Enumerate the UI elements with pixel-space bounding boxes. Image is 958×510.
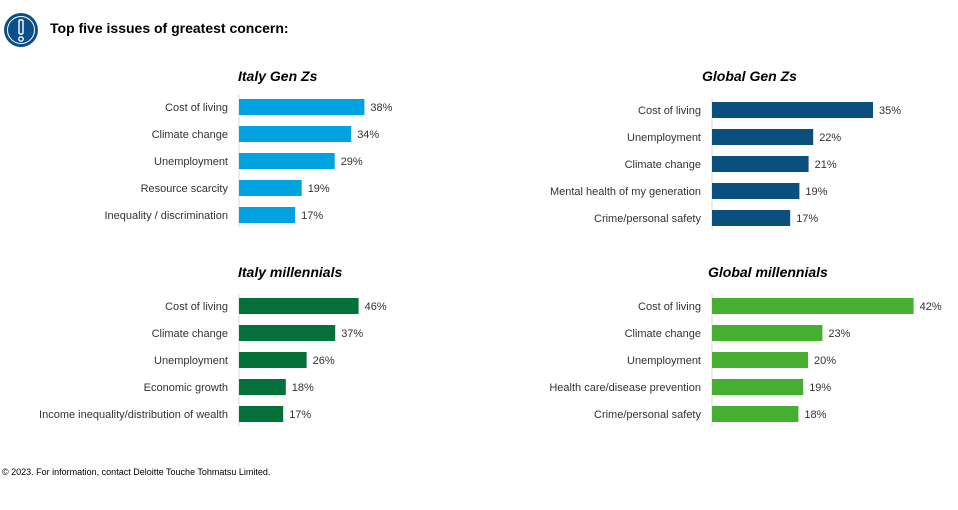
category-label: Cost of living bbox=[165, 301, 228, 313]
value-label: 18% bbox=[804, 409, 826, 421]
bar bbox=[712, 325, 823, 341]
bar bbox=[239, 180, 302, 196]
bar bbox=[712, 129, 814, 145]
category-label: Cost of living bbox=[638, 105, 701, 117]
category-label: Climate change bbox=[625, 159, 701, 171]
category-label: Economic growth bbox=[144, 382, 228, 394]
value-label: 18% bbox=[292, 382, 314, 394]
value-label: 17% bbox=[301, 210, 323, 222]
value-label: 19% bbox=[308, 183, 330, 195]
chart-title: Global millennials bbox=[708, 264, 828, 280]
bar bbox=[239, 352, 307, 368]
category-label: Health care/disease prevention bbox=[549, 382, 701, 394]
value-label: 35% bbox=[879, 105, 901, 117]
chart-title: Italy millennials bbox=[238, 264, 343, 280]
category-label: Climate change bbox=[625, 328, 701, 340]
category-label: Inequality / discrimination bbox=[104, 210, 228, 222]
category-label: Unemployment bbox=[627, 355, 701, 367]
chart-panel-italy-gen-z: Italy Gen Zs Cost of living 38% Climate ch… bbox=[0, 66, 460, 236]
category-label: Resource scarcity bbox=[141, 183, 229, 195]
bar bbox=[712, 210, 791, 226]
bar bbox=[712, 156, 809, 172]
chart-panel-italy-millennials: Italy millennials Cost of living 46% Clima… bbox=[0, 262, 460, 432]
value-label: 29% bbox=[341, 156, 363, 168]
bar bbox=[239, 298, 359, 314]
value-label: 17% bbox=[289, 409, 311, 421]
bar bbox=[239, 126, 352, 142]
bar bbox=[712, 183, 800, 199]
category-label: Unemployment bbox=[154, 355, 228, 367]
chart-plot: Cost of living 35% Unemployment 22% Climate … bbox=[550, 98, 901, 230]
chart-panel-global-gen-z: Global Gen Zs Cost of living 35% Unemploym… bbox=[472, 66, 932, 236]
chart-title: Italy Gen Zs bbox=[238, 68, 318, 84]
chart-plot: Cost of living 46% Climate change 37% Unempl… bbox=[39, 294, 387, 426]
category-label: Climate change bbox=[152, 129, 228, 141]
category-label: Crime/personal safety bbox=[594, 213, 701, 225]
chart-panel-global-millennials: Global millennials Cost of living 42% Clim… bbox=[472, 262, 942, 432]
value-label: 42% bbox=[920, 301, 942, 313]
value-label: 20% bbox=[814, 355, 836, 367]
bar bbox=[239, 406, 284, 422]
value-label: 46% bbox=[365, 301, 387, 313]
chart-title: Global Gen Zs bbox=[702, 68, 797, 84]
category-label: Cost of living bbox=[165, 102, 228, 114]
bar bbox=[712, 379, 804, 395]
value-label: 19% bbox=[805, 186, 827, 198]
bar bbox=[712, 352, 808, 368]
chart-plot: Cost of living 38% Climate change 34% Unempl… bbox=[104, 95, 393, 227]
value-label: 37% bbox=[341, 328, 363, 340]
page-title: Top five issues of greatest concern: bbox=[50, 20, 289, 36]
bar bbox=[712, 406, 799, 422]
value-label: 22% bbox=[819, 132, 841, 144]
category-label: Unemployment bbox=[154, 156, 228, 168]
chart-plot: Cost of living 42% Climate change 23% Unempl… bbox=[549, 294, 942, 426]
value-label: 23% bbox=[828, 328, 850, 340]
value-label: 38% bbox=[370, 102, 392, 114]
category-label: Mental health of my generation bbox=[550, 186, 701, 198]
category-label: Unemployment bbox=[627, 132, 701, 144]
exclamation-icon bbox=[3, 12, 39, 48]
bar bbox=[239, 325, 336, 341]
category-label: Climate change bbox=[152, 328, 228, 340]
bar bbox=[712, 102, 873, 118]
bar bbox=[239, 99, 365, 115]
category-label: Income inequality/distribution of wealth bbox=[39, 409, 228, 421]
category-label: Cost of living bbox=[638, 301, 701, 313]
value-label: 34% bbox=[357, 129, 379, 141]
value-label: 17% bbox=[796, 213, 818, 225]
bar bbox=[239, 379, 286, 395]
value-label: 21% bbox=[815, 159, 837, 171]
category-label: Crime/personal safety bbox=[594, 409, 701, 421]
bar bbox=[239, 207, 296, 223]
footer-copyright: © 2023. For information, contact Deloitt… bbox=[2, 467, 271, 477]
value-label: 19% bbox=[809, 382, 831, 394]
bar bbox=[239, 153, 335, 169]
value-label: 26% bbox=[313, 355, 335, 367]
bar bbox=[712, 298, 914, 314]
